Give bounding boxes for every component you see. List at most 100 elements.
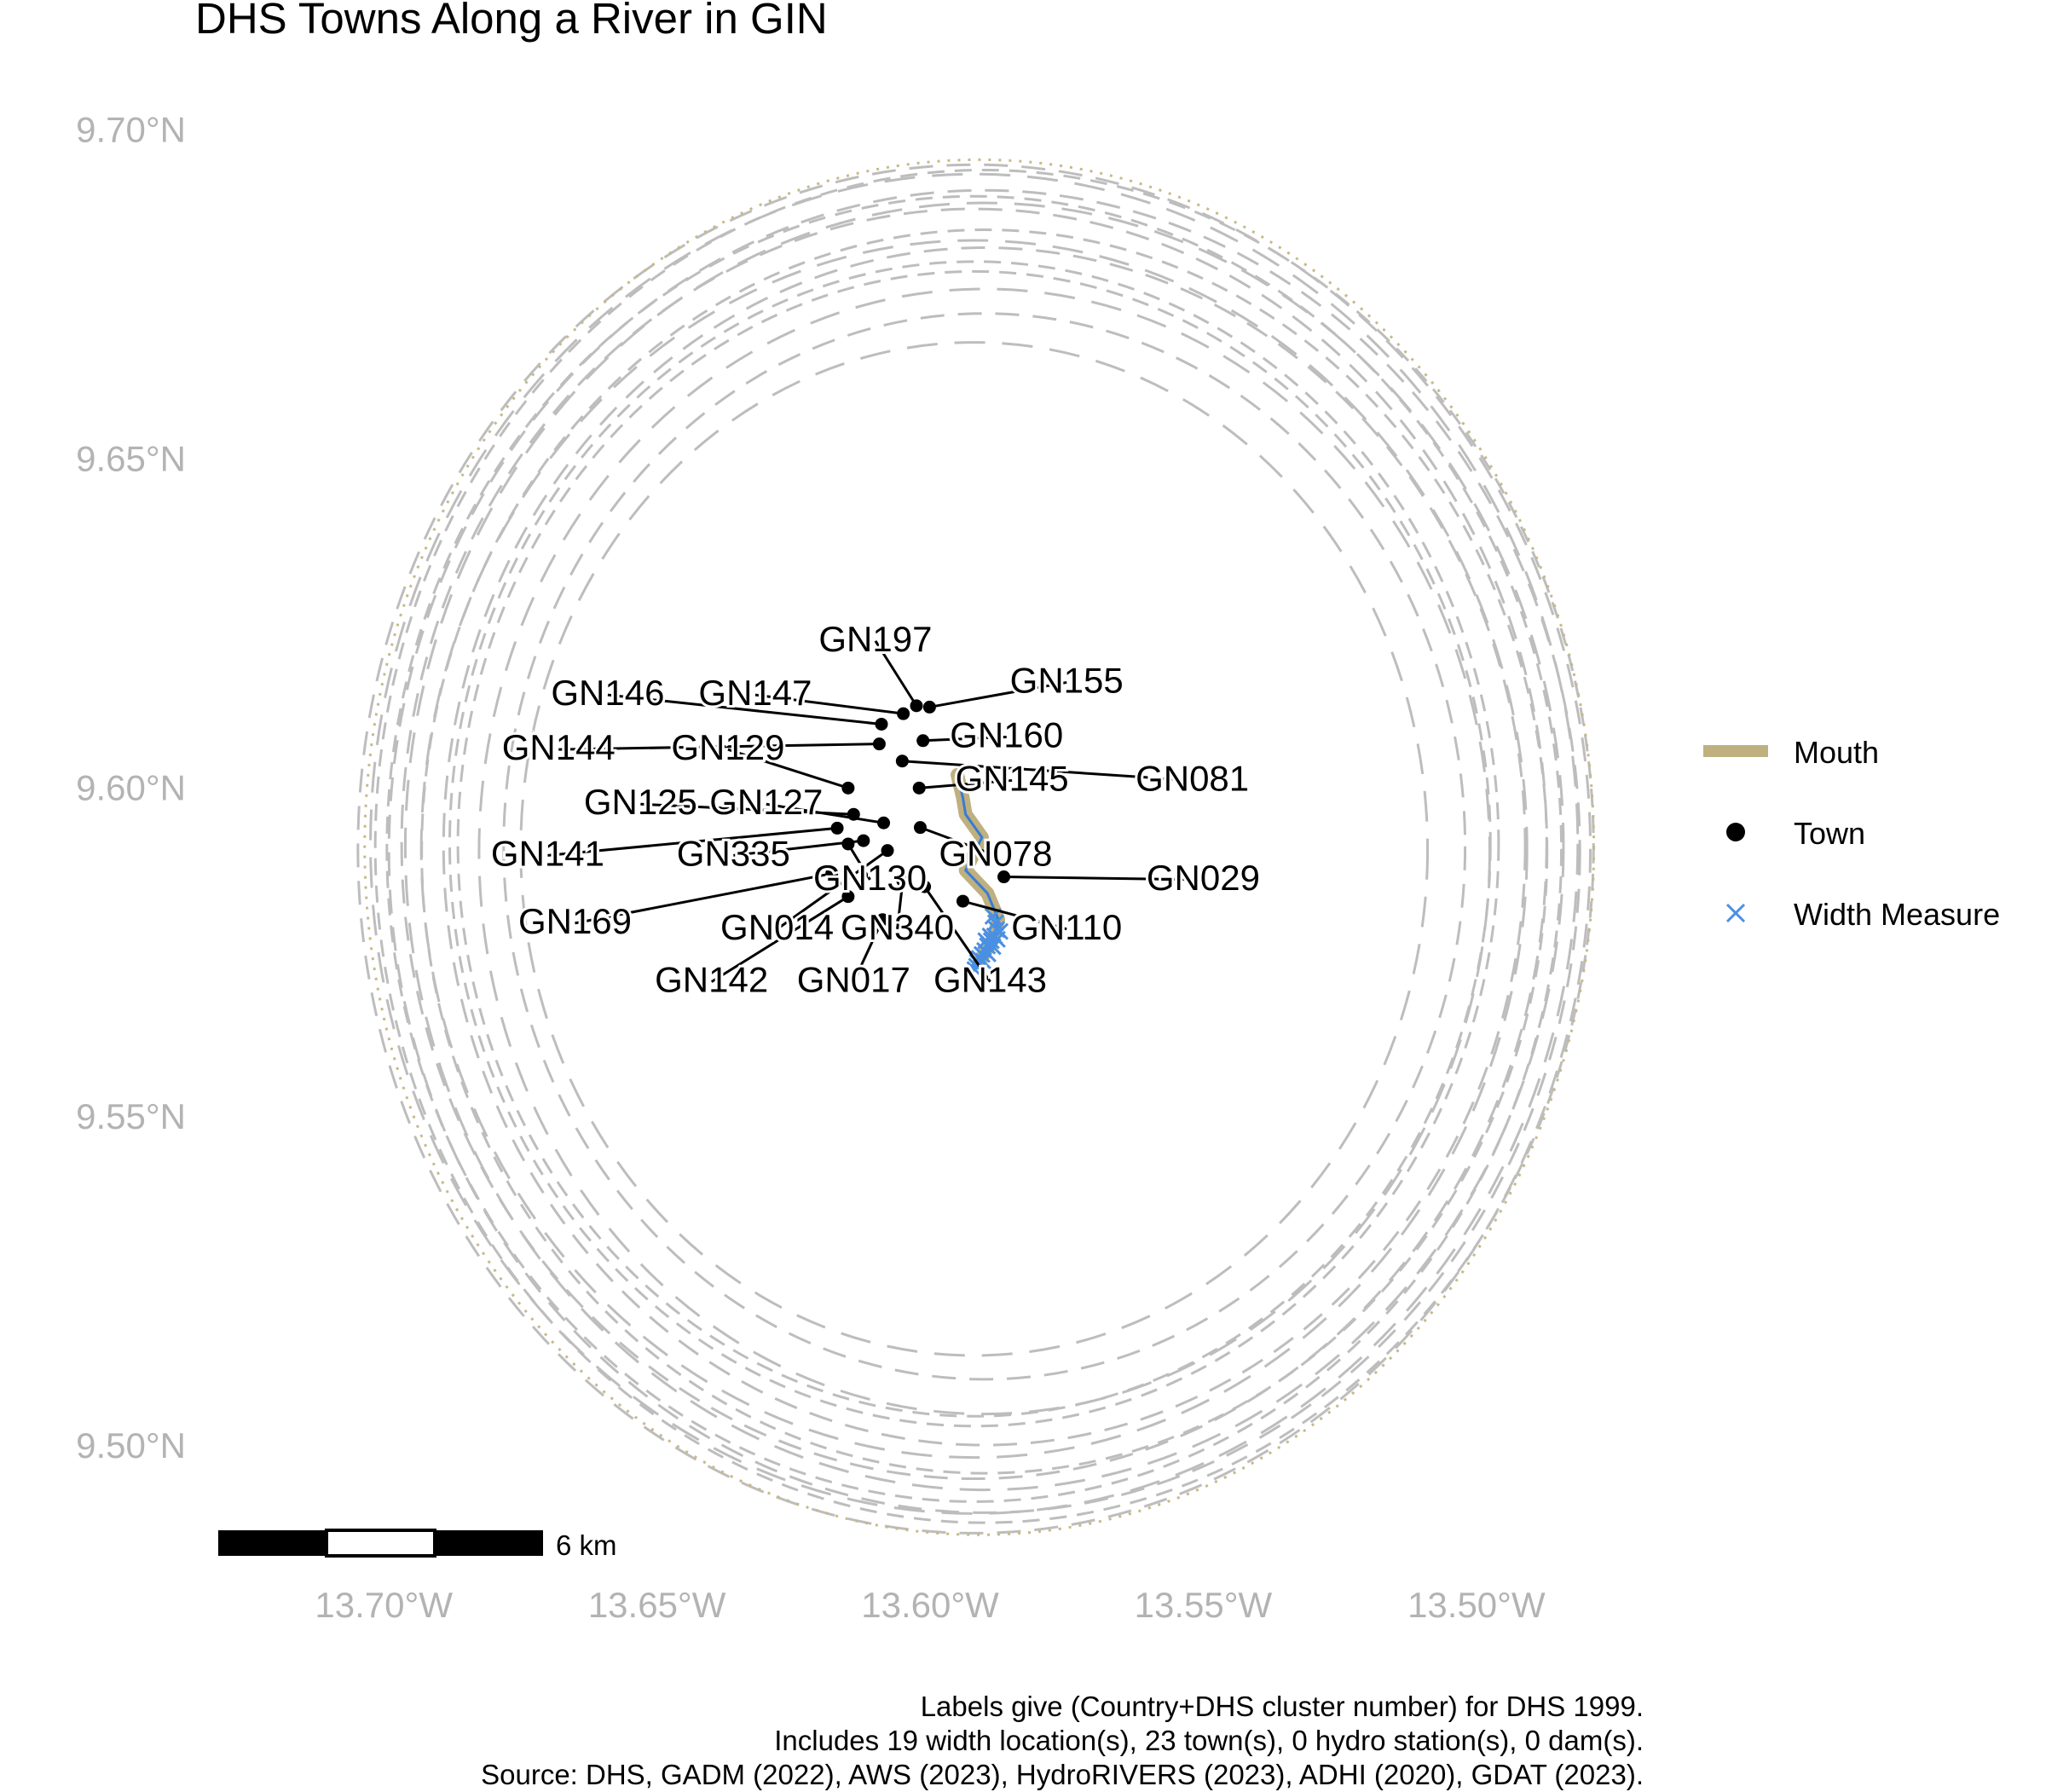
width-measure-marker xyxy=(977,932,995,950)
towns-layer xyxy=(825,699,1011,927)
label-leader-line xyxy=(923,886,991,983)
town-point xyxy=(830,821,844,835)
outer-dotted-ring xyxy=(363,158,1596,1536)
town-point xyxy=(841,781,855,795)
town-point xyxy=(912,781,926,795)
buffer-ring xyxy=(403,201,1565,1492)
town-label: GN081 xyxy=(1136,758,1249,798)
town-label: GN014 xyxy=(720,907,834,947)
width-measures-layer xyxy=(966,907,1009,979)
y-tick-label: 9.70°N xyxy=(76,110,186,150)
y-tick-label: 9.50°N xyxy=(76,1425,186,1465)
town-point xyxy=(881,844,894,858)
label-leaders-layer xyxy=(547,640,1204,983)
buffer-ring xyxy=(456,269,1492,1418)
buffer-ring xyxy=(369,172,1580,1515)
town-label: GN169 xyxy=(518,901,632,941)
town-point xyxy=(847,807,860,821)
town-point xyxy=(876,913,889,927)
town-label: GN127 xyxy=(709,782,823,822)
legend-width-key xyxy=(1725,903,1746,923)
town-point xyxy=(896,874,910,887)
width-measure-marker xyxy=(986,914,1004,932)
town-label: GN335 xyxy=(677,833,790,873)
town-label: GN146 xyxy=(551,673,664,713)
town-label: GN110 xyxy=(1011,907,1122,947)
caption-line-3: Source: DHS, GADM (2022), AWS (2023), Hy… xyxy=(481,1759,1644,1790)
town-label: GN125 xyxy=(584,782,697,822)
legend-mouth-label: Mouth xyxy=(1794,735,1879,770)
town-label: GN029 xyxy=(1147,858,1260,898)
town-point xyxy=(857,834,870,847)
buffer-ring xyxy=(442,246,1527,1447)
scale-bar-segment-3 xyxy=(435,1530,543,1556)
buffer-ring xyxy=(387,188,1581,1514)
town-point xyxy=(910,699,923,713)
town-label: GN078 xyxy=(939,833,1052,873)
town-point xyxy=(895,754,909,768)
town-point xyxy=(916,734,930,748)
town-point xyxy=(922,700,936,714)
town-point xyxy=(913,821,927,835)
buffer-ring xyxy=(502,312,1467,1381)
x-tick-label: 13.50°W xyxy=(1407,1585,1546,1625)
town-label: GN141 xyxy=(491,833,604,873)
label-leader-line xyxy=(919,826,997,857)
label-leader-line xyxy=(733,839,864,857)
scale-bar-label: 6 km xyxy=(556,1529,617,1561)
label-leader-line xyxy=(547,826,838,857)
buffer-ring xyxy=(519,341,1430,1357)
y-axis-ticks: 9.70°N 9.65°N 9.60°N 9.55°N 9.50°N xyxy=(76,110,186,1465)
x-axis-ticks: 13.70°W 13.65°W 13.60°W 13.55°W 13.50°W xyxy=(315,1585,1546,1625)
label-leader-line xyxy=(727,748,849,789)
town-label: GN147 xyxy=(698,673,812,713)
label-leader-line xyxy=(754,693,904,715)
buffer-ring xyxy=(400,207,1548,1481)
town-point xyxy=(875,717,888,731)
label-leader-line xyxy=(874,640,918,707)
label-leader-line xyxy=(558,743,880,751)
x-tick-label: 13.70°W xyxy=(315,1585,453,1625)
town-point xyxy=(825,867,839,881)
town-labels-layer: GN197 GN155 GN146 GN147 GN160 GN144 GN129 GN081… xyxy=(488,616,1263,1003)
label-leader-line xyxy=(1003,876,1204,882)
label-leader-line xyxy=(766,802,884,824)
label-leader-line xyxy=(710,895,849,983)
label-leader-line xyxy=(962,899,1067,931)
y-tick-label: 9.60°N xyxy=(76,767,186,807)
label-leader-line xyxy=(929,680,1067,708)
y-tick-label: 9.65°N xyxy=(76,438,186,478)
x-tick-label: 13.60°W xyxy=(861,1585,999,1625)
town-point xyxy=(872,737,886,751)
label-leader-line xyxy=(896,880,905,930)
buffer-ring xyxy=(448,260,1500,1428)
town-label: GN130 xyxy=(813,858,927,898)
town-label: GN144 xyxy=(502,727,616,767)
label-leader-line xyxy=(776,849,888,931)
town-label: GN017 xyxy=(797,960,910,1000)
town-point xyxy=(841,837,855,851)
caption: Labels give (Country+DHS cluster number)… xyxy=(481,1690,1644,1792)
town-label: GN160 xyxy=(950,715,1063,755)
scale-bar-segment-1 xyxy=(218,1530,327,1556)
scale-bar-segment-2 xyxy=(325,1529,436,1558)
map-title: DHS Towns Along a River in GIN xyxy=(195,0,828,43)
legend-town-label: Town xyxy=(1794,816,1865,851)
town-point xyxy=(897,707,910,720)
town-label: GN340 xyxy=(841,907,954,947)
label-leader-line xyxy=(575,872,832,925)
town-point xyxy=(918,880,932,893)
label-leader-line xyxy=(847,843,871,881)
x-tick-label: 13.55°W xyxy=(1135,1585,1273,1625)
label-leader-line xyxy=(902,760,1193,782)
town-label: GN142 xyxy=(655,960,768,1000)
scale-bar: 6 km xyxy=(218,1529,617,1561)
town-label: GN129 xyxy=(671,727,784,767)
label-leader-line xyxy=(919,778,1013,789)
legend-width-label: Width Measure xyxy=(1794,897,2000,932)
outer-dotted-ring-layer xyxy=(363,158,1596,1536)
town-label: GN143 xyxy=(933,960,1047,1000)
label-leader-line xyxy=(922,736,1007,743)
buffer-ring xyxy=(385,194,1563,1503)
buffer-ring xyxy=(356,163,1592,1535)
